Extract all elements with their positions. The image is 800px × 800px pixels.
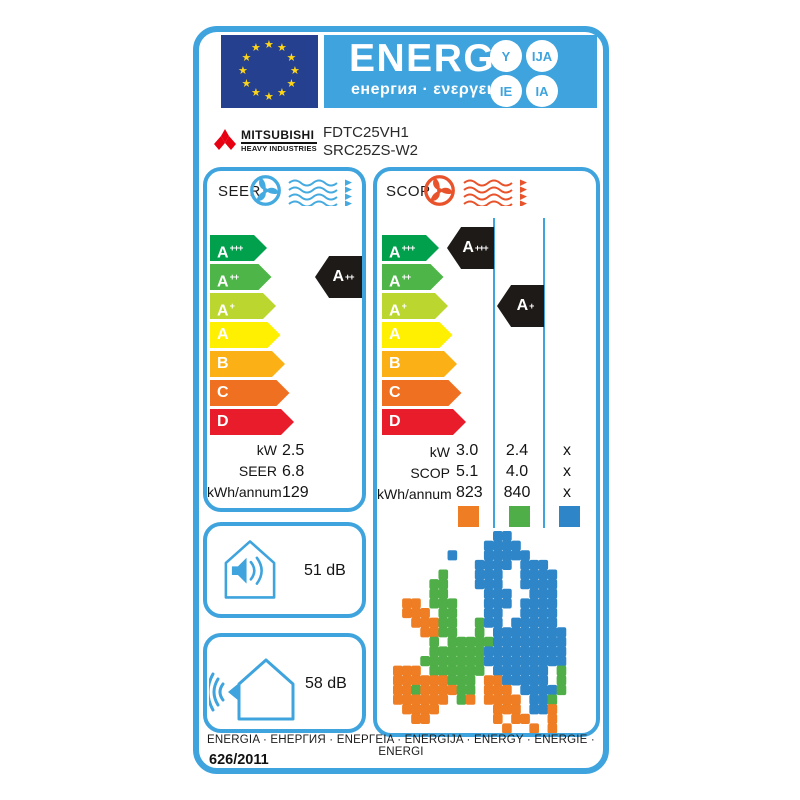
rating-arrow-A: A [382,322,453,348]
warm-air-waves-icon [463,179,527,206]
climate-zone-swatch-1 [509,506,530,527]
rating-arrow-B: B [382,351,457,377]
heating-fan-icon [424,175,455,206]
cooling-spec-row-kWh/annum: kWh/annum129 [207,484,309,501]
seer-label: SEER [218,183,261,200]
eu-star: ★ [251,41,261,54]
rating-arrow-D: D [210,409,294,435]
cooling-panel: SEER A+++ A++ A+ A B C D kW 2.5 SEER 6.8 kWh/annum… [203,167,366,512]
brand-division: HEAVY INDUSTRIES [241,144,317,153]
rating-arrow-A++: A++ [210,264,272,290]
rating-badge-A+: A + [497,285,544,327]
heating-panel: SCOP A+++ A++ A+ A B C D kW 3.0 2.4 x SCOP 5.1 4.0 x k… [373,167,600,737]
brand-block: MITSUBISHI HEAVY INDUSTRIES [213,128,317,153]
europe-climate-map [393,531,567,733]
climate-zone-swatch-0 [458,506,479,527]
eu-star: ★ [286,77,297,90]
energ-subtitle: енергия · ενεργεια [351,81,503,98]
rating-arrow-A: A [210,322,281,348]
regulation-number: 626/2011 [209,752,269,768]
header-band: ENERG енергия · ενεργεια Y IJA IE IA [324,35,597,108]
rating-arrow-D: D [382,409,466,435]
mitsubishi-diamonds-icon [214,129,236,150]
header-circle-ija: IJA [526,40,558,72]
scop-label: SCOP [386,183,431,200]
energy-words-strip: ENERGIA · ЕНЕРГИЯ · ΕΝΕΡΓΕΙΑ · ENERGIJA … [207,734,595,758]
eu-star: ★ [241,51,252,64]
eu-star: ★ [241,77,252,90]
rating-arrow-B: B [210,351,285,377]
rating-arrow-C: C [210,380,290,406]
eu-star: ★ [264,90,274,103]
eu-star: ★ [286,51,297,64]
rating-arrow-C: C [382,380,462,406]
cooling-spec-row-kW: kW 2.5 [256,442,305,459]
cooling-fan-icon [250,175,281,206]
eu-star: ★ [264,38,274,51]
zone-divider-1 [493,218,495,528]
indoor-noise-icon [224,540,276,599]
header-circle-ia: IA [526,75,558,107]
brand-name: MITSUBISHI [241,128,317,144]
indoor-noise-panel: 51 dB [203,522,366,618]
eu-star: ★ [290,64,300,77]
eu-star: ★ [238,64,248,77]
eu-star: ★ [277,87,287,100]
rating-arrow-A+: A+ [382,293,448,319]
eu-flag: ★ ★ ★ ★ ★ ★ ★ ★ ★ ★ ★ ★ [221,35,318,108]
rating-arrow-A+++: A+++ [210,235,267,261]
cooling-spec-row-SEER: SEER 6.8 [238,463,305,480]
climate-zone-swatch-2 [559,506,580,527]
eu-star: ★ [251,87,261,100]
rating-arrow-A++: A++ [382,264,444,290]
zone-divider-2 [543,218,545,528]
rating-arrow-A+: A+ [210,293,276,319]
header-circle-ie: IE [490,75,522,107]
cool-air-waves-icon [288,179,352,206]
outdoor-noise-panel: 58 dB [203,633,366,733]
outdoor-noise-value: 58 dB [305,675,347,692]
energ-title: ENERG [349,37,496,80]
model-indoor: FDTC25VH1 [323,124,409,141]
indoor-noise-value: 51 dB [304,562,346,579]
header-circle-y: Y [490,40,522,72]
model-outdoor: SRC25ZS-W2 [323,142,419,159]
eu-star: ★ [277,41,287,54]
rating-arrow-A+++: A+++ [382,235,439,261]
outdoor-noise-icon [209,658,295,721]
rating-badge-A+++: A +++ [447,227,494,269]
rating-badge-A++: A ++ [315,256,362,298]
model-numbers: FDTC25VH1 SRC25ZS-W2 [323,124,418,160]
